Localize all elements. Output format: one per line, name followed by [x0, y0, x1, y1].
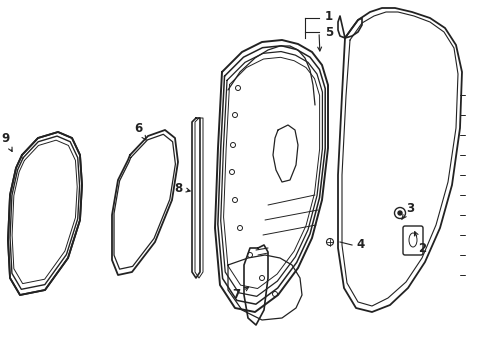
Text: 5: 5: [325, 26, 333, 39]
Text: 4: 4: [356, 238, 364, 252]
Text: 7: 7: [232, 287, 248, 302]
Text: 1: 1: [325, 9, 333, 22]
Text: 9: 9: [1, 131, 12, 152]
Text: 2: 2: [415, 232, 426, 255]
Text: 6: 6: [134, 122, 146, 140]
Text: 3: 3: [402, 202, 414, 220]
Circle shape: [398, 211, 402, 215]
Text: 8: 8: [174, 181, 190, 194]
